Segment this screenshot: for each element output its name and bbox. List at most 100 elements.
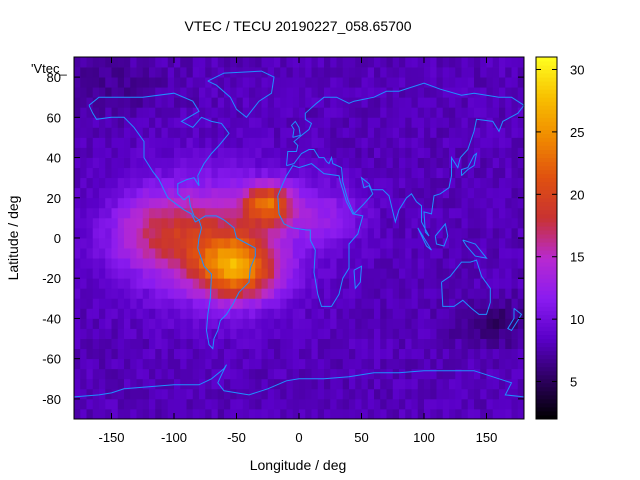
heatmap-cell [399,408,406,420]
heatmap-cell [517,167,525,179]
heatmap-cell [192,398,200,410]
heatmap-cell [255,77,262,88]
heatmap-cell [455,177,462,189]
heatmap-cell [224,348,231,360]
heatmap-cell [217,187,225,199]
heatmap-cell [405,177,412,189]
heatmap-cell [105,318,112,329]
heatmap-cell [467,368,475,380]
heatmap-cell [486,177,494,189]
heatmap-cell [149,258,156,269]
heatmap-cell [399,248,406,259]
heatmap-cell [517,238,525,249]
heatmap-cell [330,137,337,148]
heatmap-cell [186,167,194,179]
heatmap-cell [167,408,175,420]
heatmap-cell [255,278,262,289]
heatmap-cell [211,378,219,390]
heatmap-cell [99,137,106,148]
heatmap-cell [305,117,312,128]
heatmap-cell [242,117,250,128]
heatmap-cell [324,137,331,148]
heatmap-cell [161,328,169,339]
heatmap-cell [380,378,387,390]
heatmap-cell [305,157,312,169]
heatmap-cell [449,207,456,219]
heatmap-cell [255,227,262,239]
heatmap-cell [467,308,475,319]
heatmap-cell [405,348,412,360]
heatmap-cell [405,248,412,259]
heatmap-cell [305,197,312,209]
heatmap-cell [217,318,225,329]
coastlines [73,70,525,398]
heatmap-cell [467,167,475,179]
heatmap-cell [174,318,181,329]
heatmap-cell [249,408,256,420]
heatmap-cell [130,227,137,239]
heatmap-cell [99,127,106,138]
heatmap-cell [299,248,306,259]
heatmap-cell [124,258,131,269]
heatmap-cell [217,57,225,68]
heatmap-cell [449,197,456,209]
colorbar-segment [536,93,557,98]
heatmap-cell [474,338,481,350]
heatmap-cell [167,57,175,68]
heatmap-cell [205,177,212,189]
heatmap-cell [511,268,519,279]
heatmap-cell [486,318,494,329]
heatmap-cell [130,87,137,98]
heatmap-cell [517,127,525,138]
heatmap-cell [167,248,175,259]
heatmap-cell [80,107,87,118]
heatmap-cell [417,157,425,169]
heatmap-cell [292,197,300,209]
heatmap-cell [386,238,394,249]
heatmap-cell [292,288,300,299]
heatmap-cell [392,238,400,249]
heatmap-cell [261,258,269,269]
heatmap-cell [136,258,144,269]
heatmap-cell [161,298,169,309]
heatmap-cell [480,57,487,68]
heatmap-cell [167,268,175,279]
heatmap-cell [336,278,344,289]
heatmap-cell [499,197,506,209]
heatmap-cell [392,348,400,360]
heatmap-cell [430,288,437,299]
heatmap-cell [236,248,244,259]
heatmap-cell [174,177,181,189]
heatmap-cell [74,207,81,219]
heatmap-cell [217,268,225,279]
heatmap-cell [436,398,444,410]
heatmap-cell [92,97,100,108]
heatmap-cell [474,388,481,400]
heatmap-cell [199,328,206,339]
heatmap-cell [417,248,425,259]
heatmap-cell [461,177,469,189]
heatmap-cell [505,278,512,289]
heatmap-cell [436,217,444,229]
heatmap-cell [99,87,106,98]
heatmap-cell [174,358,181,370]
heatmap-cell [142,217,150,229]
heatmap-cell [211,368,219,380]
heatmap-cell [474,197,481,209]
heatmap-cell [505,268,512,279]
heatmap-cell [80,328,87,339]
heatmap-cell [467,328,475,339]
heatmap-cell [74,408,81,420]
heatmap-cell [411,147,419,158]
heatmap-cell [474,177,481,189]
heatmap-cell [386,248,394,259]
heatmap-cell [405,197,412,209]
heatmap-cell [411,227,419,239]
heatmap-cell [199,147,206,158]
heatmap-cell [355,57,362,68]
heatmap-cell [217,348,225,360]
heatmap-cell [230,127,237,138]
heatmap-cell [180,97,187,108]
heatmap-cell [242,278,250,289]
heatmap-cell [124,358,131,370]
